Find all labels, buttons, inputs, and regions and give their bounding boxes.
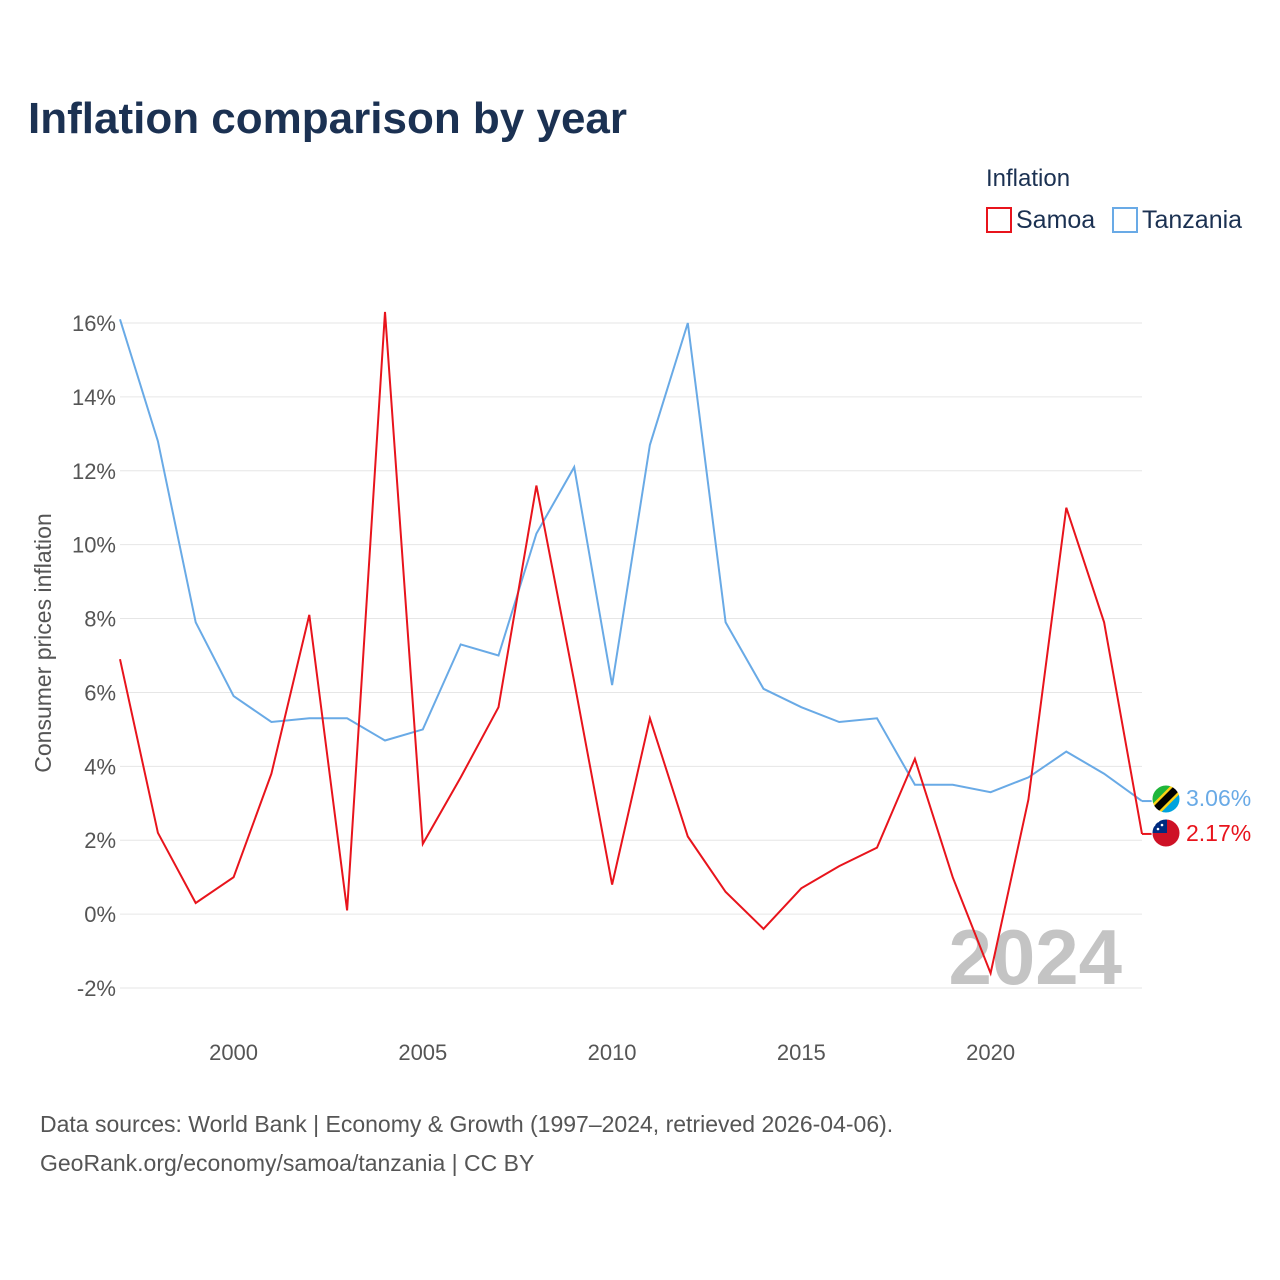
y-tick-label: 2% bbox=[84, 828, 116, 853]
source-line-1: Data sources: World Bank | Economy & Gro… bbox=[40, 1111, 893, 1137]
tanzania-flag-icon bbox=[1151, 784, 1181, 814]
legend-label-samoa: Samoa bbox=[1016, 206, 1095, 234]
y-tick-label: 4% bbox=[84, 754, 116, 779]
legend-swatch-samoa bbox=[986, 207, 1012, 233]
x-tick-label: 2010 bbox=[588, 1040, 637, 1065]
x-tick-label: 2020 bbox=[966, 1040, 1015, 1065]
y-tick-label: 14% bbox=[72, 385, 116, 410]
y-axis-ticks: -2% 0% 2% 4% 6% 8% 10% 12% 14% 16% bbox=[72, 311, 116, 1001]
source-line-2: GeoRank.org/economy/samoa/tanzania | CC … bbox=[40, 1150, 534, 1176]
y-axis-label: Consumer prices inflation bbox=[30, 513, 56, 773]
chart-title: Inflation comparison by year bbox=[28, 94, 627, 143]
end-label-tanzania: 3.06% bbox=[1186, 785, 1251, 811]
y-tick-label: -2% bbox=[77, 976, 116, 1001]
gridlines bbox=[120, 322, 1142, 989]
legend-swatch-tanzania bbox=[1112, 207, 1138, 233]
x-axis-ticks: 2000 2005 2010 2015 2020 bbox=[209, 1040, 1015, 1065]
series-line-samoa bbox=[119, 311, 1143, 977]
end-label-samoa: 2.17% bbox=[1186, 820, 1251, 846]
x-tick-label: 2005 bbox=[398, 1040, 447, 1065]
series-lines bbox=[119, 311, 1152, 977]
series-line-tanzania bbox=[119, 319, 1143, 802]
x-tick-label: 2015 bbox=[777, 1040, 826, 1065]
legend-label-tanzania: Tanzania bbox=[1142, 206, 1242, 234]
year-watermark: 2024 bbox=[948, 913, 1122, 1001]
x-tick-label: 2000 bbox=[209, 1040, 258, 1065]
y-tick-label: 16% bbox=[72, 311, 116, 336]
samoa-flag-icon bbox=[1151, 818, 1181, 848]
y-tick-label: 0% bbox=[84, 902, 116, 927]
y-tick-label: 6% bbox=[84, 680, 116, 705]
y-tick-label: 10% bbox=[72, 533, 116, 558]
y-tick-label: 8% bbox=[84, 607, 116, 632]
y-tick-label: 12% bbox=[72, 459, 116, 484]
legend: Inflation Samoa Tanzania bbox=[986, 165, 1242, 234]
legend-title: Inflation bbox=[986, 165, 1070, 192]
